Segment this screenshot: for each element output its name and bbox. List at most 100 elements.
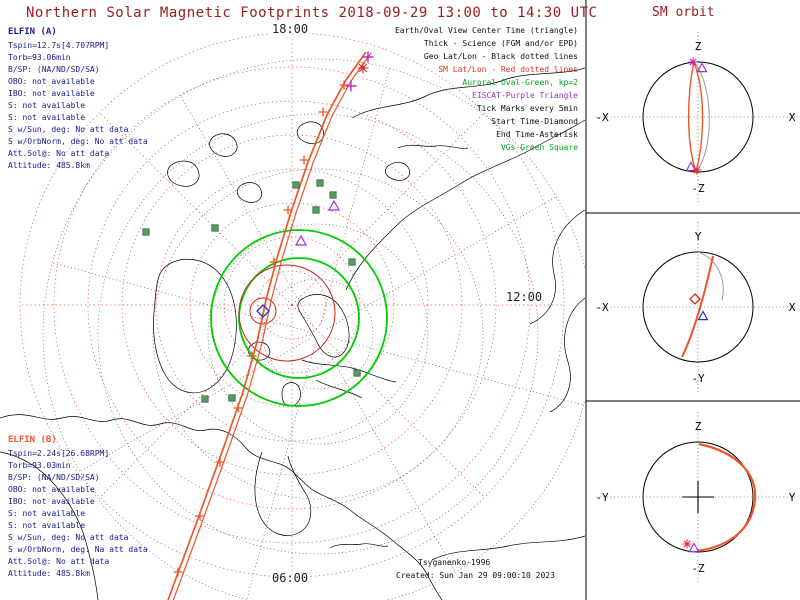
magenta-cross — [362, 51, 374, 63]
created-label: Created: Sun Jan 29 09:00:10 2023 — [396, 571, 555, 580]
tick-mark — [299, 155, 309, 165]
end-time-asterisk — [357, 62, 369, 74]
coastline — [431, 535, 585, 561]
marker-triangle — [696, 62, 708, 73]
axis-label-right: Y — [789, 491, 796, 504]
coastline — [296, 121, 324, 145]
axis-label-bottom: -Z — [691, 182, 705, 195]
elfin-b-lines-line: B/SP: (NA/ND/SD/SA) — [8, 473, 100, 482]
elfin-a-lines-line: S w/OrbNorm, deg: No att data — [8, 137, 148, 146]
axis-label-top: Y — [695, 230, 702, 243]
legend-line: Geo Lat/Lon - Black dotted lines — [423, 52, 578, 61]
coastline — [329, 543, 389, 549]
eiscat-triangle — [327, 199, 341, 211]
coastline — [529, 209, 585, 325]
sm-orbit-plot-1: Z -X X -Z — [595, 32, 798, 202]
sm-orbit-plot-3: Z -Y Y -Z — [595, 412, 798, 582]
elfin-a-lines: Tspin=12.7s[4.707RPM] Torb=93.06min B/SP: … — [8, 40, 148, 172]
tick-mark — [339, 80, 349, 90]
coastline — [351, 67, 585, 119]
orbit-trace — [681, 255, 714, 358]
tick-mark — [233, 403, 243, 413]
elfin-b-info: ELFIN (B) Tspin=2.24s[26.68RPM] Torb=93.0… — [8, 434, 148, 580]
elfin-a-lines-line: Tspin=12.7s[4.707RPM] — [8, 41, 110, 50]
elfin-b-header: ELFIN (B) — [8, 435, 57, 445]
legend-line: Start Time-Diamond — [491, 117, 578, 126]
elfin-b-lines-line: Tspin=2.24s[26.68RPM] — [8, 449, 110, 458]
vgs-green-square — [353, 369, 361, 377]
coastline — [237, 182, 263, 203]
axis-label-bottom: -Y — [691, 372, 705, 385]
axis-label-bottom: -Z — [691, 562, 705, 575]
elfin-a-info: ELFIN (A) Tspin=12.7s[4.707RPM] Torb=93.0… — [8, 26, 148, 172]
coastline — [549, 297, 585, 413]
tick-mark — [247, 351, 257, 361]
orbit-farside-arc — [693, 61, 710, 173]
vgs-green-square — [292, 181, 300, 189]
elfin-a-lines-line: B/SP: (NA/ND/SD/SA) — [8, 65, 100, 74]
vgs-green-square — [312, 206, 320, 214]
axis-label-right: X — [789, 301, 796, 314]
elfin-b-lines-line: IBO: not available — [8, 497, 95, 506]
elfin-b-lines-line: S: not available — [8, 509, 86, 518]
coastline — [397, 144, 469, 149]
legend-line: Thick - Science (FGM and/or EPD) — [423, 39, 578, 48]
geo-lon-line — [180, 95, 314, 326]
vgs-green-square — [228, 394, 236, 402]
coastline — [254, 451, 312, 536]
eiscat-circles-layer — [238, 264, 336, 362]
coastline — [385, 162, 411, 181]
geo-lat-circle — [207, 223, 429, 445]
sm-orbit-panel: Z -X X -Z Y -X X -Y Z -Y Y -Z — [585, 0, 800, 600]
center-cross — [682, 481, 714, 513]
tick-mark — [195, 511, 205, 521]
sm-mlt-line — [291, 304, 485, 498]
marker-asterisk — [688, 57, 698, 67]
axis-label-right: X — [789, 111, 796, 124]
red-range-circle — [249, 297, 277, 325]
geo-lat-circle — [97, 113, 539, 555]
orbit-plots-layer: Z -X X -Z Y -X X -Y Z -Y Y -Z — [595, 32, 798, 582]
orbit-trace — [687, 59, 704, 175]
elfin-a-lines-line: Torb=93.06min — [8, 53, 71, 62]
tick-mark — [269, 257, 279, 267]
elfin-b-lines-line: S w/OrbNorm, deg: Na att data — [8, 545, 148, 554]
vgs-green-square — [142, 228, 150, 236]
legend-line: End Time-Asterisk — [496, 130, 578, 139]
vgs-green-square — [329, 191, 337, 199]
red-range-circle — [238, 264, 336, 362]
vgs-green-square — [348, 258, 356, 266]
geo-lon-line — [52, 262, 309, 332]
auroral-oval-circle — [210, 229, 388, 407]
marker-triangle — [697, 310, 709, 321]
coastline — [209, 133, 238, 157]
magenta-cross — [345, 80, 357, 92]
legend-line: EISCAT-Purple Triangle — [472, 91, 578, 100]
mlt-label-12: 12:00 — [504, 290, 545, 304]
orbit-track-layer — [167, 51, 372, 600]
elfin-b-track — [167, 51, 367, 600]
geo-grid-layer — [42, 58, 585, 600]
elfin-b-lines-line: OBO: not available — [8, 485, 95, 494]
legend-line: Tick Marks every 5min — [476, 104, 578, 113]
elfin-a-lines-line: S: not available — [8, 113, 86, 122]
orbit-trace — [696, 442, 757, 553]
geo-lon-line — [320, 68, 390, 325]
marker-asterisk — [682, 539, 692, 549]
axis-label-left: -X — [595, 301, 609, 314]
elfin-a-lines-line: IBO: not available — [8, 89, 95, 98]
geo-lon-line — [322, 342, 456, 573]
elfin-a-lines-line: S w/Sun, deg: No att data — [8, 125, 129, 134]
sm-orbit-plot-2: Y -X X -Y — [595, 222, 798, 392]
axis-label-top: Z — [695, 40, 702, 53]
tick-mark — [318, 107, 328, 117]
tick-mark — [173, 567, 183, 577]
elfin-a-lines-line: OBO: not available — [8, 77, 95, 86]
elfin-b-lines-line: S: not available — [8, 521, 86, 530]
geo-lon-line — [326, 196, 557, 330]
legend-line: Earth/Oval View Center Time (triangle) — [394, 26, 578, 35]
coastline — [315, 379, 363, 399]
vgs-green-square — [316, 179, 324, 187]
elfin-b-lines-line: Altitude: 485.8km — [8, 569, 90, 578]
